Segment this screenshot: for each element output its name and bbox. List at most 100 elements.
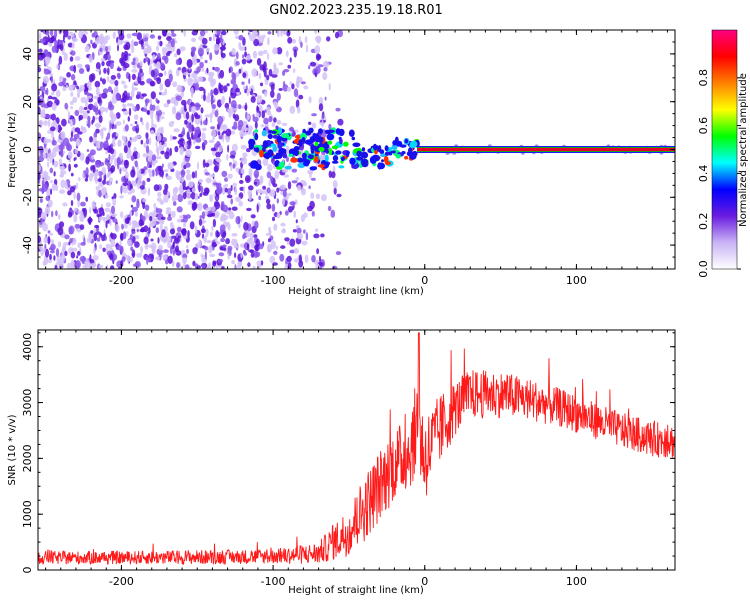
spectrogram-y-tick-label: 20: [21, 95, 34, 109]
spectrogram-cell: [104, 207, 111, 213]
spectrogram-cell: [266, 187, 271, 194]
spectrogram-cell: [237, 124, 242, 131]
spectrogram-cell: [221, 170, 228, 178]
spectrogram-cell: [309, 200, 315, 210]
spectrogram-cell: [202, 220, 207, 224]
spectrogram-cell: [98, 124, 101, 128]
snr-y-axis-label: SNR (10 * v/v): [7, 414, 18, 485]
spectrogram-cell: [266, 74, 270, 81]
spectrogram-cell: [204, 114, 211, 118]
spectrogram-cell: [133, 114, 139, 120]
spectrogram-cell: [124, 124, 129, 132]
spectrogram-cell: [67, 211, 73, 218]
spectrogram-cell: [109, 265, 115, 269]
spectrogram-cell: [252, 265, 256, 269]
snr-frame: [37, 329, 676, 571]
spectrogram-cell: [268, 68, 273, 77]
spectrogram-cell: [292, 229, 297, 233]
spectrogram-cell: [169, 147, 172, 157]
spectrogram-cell: [282, 30, 287, 35]
spectrogram-cell: [250, 214, 256, 219]
spectrogram-cell: [171, 194, 179, 201]
spectrogram-cell: [38, 48, 43, 53]
spectrogram-cell: [220, 48, 223, 58]
spectrogram-cell: [117, 44, 119, 52]
spectrogram-cell: [102, 247, 106, 252]
spectrogram-cell: [113, 193, 117, 200]
spectrogram-cell: [144, 204, 150, 211]
spectrogram-cell: [86, 81, 92, 89]
spectrogram-cell: [120, 211, 124, 219]
spectrogram-cell: [271, 73, 278, 78]
spectrogram-cell: [262, 158, 269, 167]
spectrogram-cell: [132, 87, 138, 91]
spectrogram-cell: [59, 174, 63, 178]
spectrogram-cell: [194, 170, 198, 179]
spectrogram-cell: [114, 80, 119, 87]
spectrogram-cell: [285, 156, 289, 163]
spectrogram-cell: [107, 45, 112, 52]
colorbar-tick-label: 0.6: [697, 117, 710, 135]
spectrogram-cell: [291, 83, 295, 90]
spectrogram-cell: [280, 30, 283, 37]
spectrogram-cell: [198, 239, 202, 248]
spectrogram-cell: [191, 113, 195, 123]
spectrogram-cell: [201, 264, 205, 269]
spectrogram-cell: [155, 208, 163, 214]
spectrogram-cell: [89, 206, 92, 214]
spectrogram-cell: [227, 223, 231, 231]
spectrogram-cell: [130, 169, 136, 178]
spectrogram-cell: [129, 137, 132, 141]
spectrogram-cell: [45, 58, 51, 65]
spectrogram-cell: [304, 254, 309, 264]
spectrogram-cell: [58, 30, 62, 35]
spectrogram-cell: [235, 71, 240, 77]
spectrogram-cell: [211, 129, 217, 137]
spectrogram-cell: [142, 198, 147, 203]
spectrogram-cell: [60, 131, 66, 140]
spectrogram-cell: [209, 112, 214, 119]
spectrogram-cell: [126, 92, 130, 97]
spectrogram-cell: [132, 150, 139, 160]
spectrogram-cell: [276, 198, 279, 204]
spectrogram-cell: [63, 52, 68, 61]
spectrogram-cell: [377, 162, 382, 170]
spectrogram-cell: [38, 119, 44, 126]
spectrogram-cell: [155, 256, 161, 261]
spectrogram-cell: [193, 131, 199, 138]
spectrogram-cell: [211, 206, 216, 212]
spectrogram-cell: [169, 134, 173, 141]
spectrogram-cell: [115, 121, 122, 126]
spectrogram-cell: [91, 33, 96, 38]
spectrogram-cell: [190, 106, 197, 113]
spectrogram-cell: [50, 250, 55, 254]
spectrogram-cell: [53, 255, 56, 261]
spectrogram-cell: [194, 193, 199, 201]
spectrogram-cell: [89, 254, 92, 262]
spectrogram-cell: [264, 109, 267, 113]
spectrogram-cell: [156, 156, 159, 160]
spectrogram-cell: [150, 130, 155, 135]
spectrogram-cell: [165, 175, 173, 180]
spectrogram-cell: [110, 158, 113, 165]
spectrogram-cell: [159, 219, 165, 224]
spectrogram-cell: [51, 83, 58, 92]
spectrogram-cell: [404, 155, 409, 160]
spectrogram-cell: [244, 51, 248, 58]
spectrogram-cell: [88, 73, 94, 83]
spectrogram-cell: [177, 193, 184, 203]
spectrogram-cell: [111, 213, 117, 218]
spectrogram-cell: [125, 171, 129, 179]
spectrogram-cell: [191, 58, 198, 65]
spectrogram-cell: [110, 205, 116, 215]
spectrogram-cell: [93, 95, 99, 100]
spectrogram-cell: [73, 64, 77, 74]
spectrogram-cell: [90, 230, 94, 234]
spectrogram-cell: [176, 226, 182, 233]
spectrogram-cell: [167, 216, 172, 221]
spectrogram-cell: [231, 143, 238, 152]
spectrogram-cell: [99, 47, 103, 52]
snr-trace: [38, 332, 675, 566]
spectrogram-cell: [93, 232, 97, 242]
spectrogram-cell: [286, 86, 292, 92]
